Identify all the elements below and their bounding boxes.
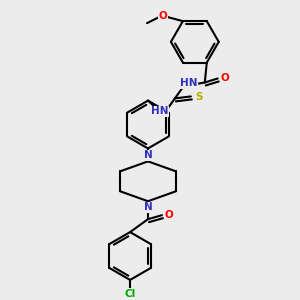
- Text: O: O: [165, 210, 173, 220]
- Text: HN: HN: [180, 79, 198, 88]
- Text: O: O: [159, 11, 167, 21]
- Text: N: N: [144, 150, 152, 161]
- Text: O: O: [220, 74, 229, 83]
- Text: N: N: [144, 202, 152, 212]
- Text: S: S: [195, 92, 202, 102]
- Text: HN: HN: [151, 106, 169, 116]
- Text: Cl: Cl: [124, 289, 136, 299]
